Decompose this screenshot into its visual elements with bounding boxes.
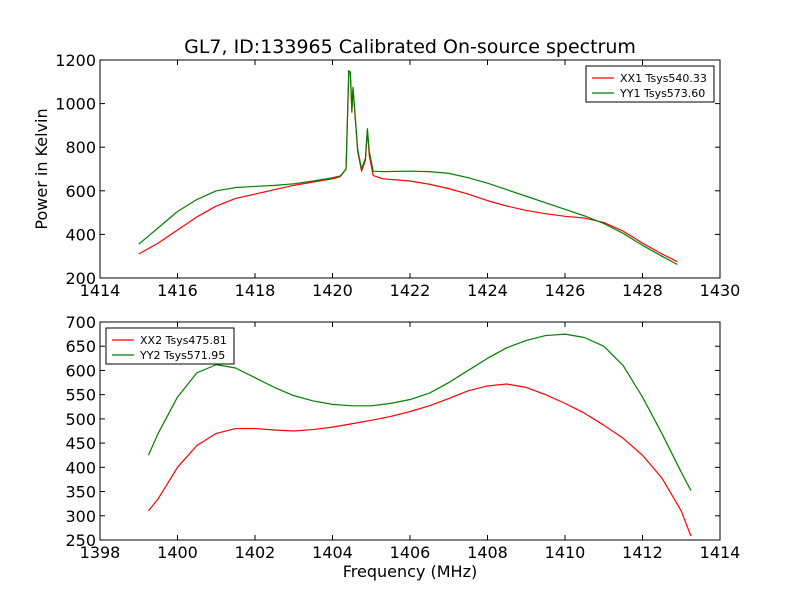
legend-bottom: XX2 Tsys475.81 YY2 Tsys571.95 [105, 327, 235, 365]
y-tick-label: 300 [65, 507, 96, 526]
y-tick-label: 600 [65, 361, 96, 380]
y-tick-label: 500 [65, 410, 96, 429]
legend-entry: XX1 Tsys540.33 [620, 72, 707, 85]
x-tick-label: 1426 [545, 281, 586, 300]
legend-box [585, 65, 715, 103]
y-tick-label: 400 [65, 458, 96, 477]
legend-box [105, 327, 235, 365]
y-tick-label: 350 [65, 483, 96, 502]
x-tick-label: 1400 [157, 543, 198, 562]
y-tick-label: 600 [65, 182, 96, 201]
y-tick-label: 200 [65, 269, 96, 288]
x-tick-label: 1420 [312, 281, 353, 300]
x-tick-label: 1428 [622, 281, 663, 300]
x-tick-label: 1414 [80, 281, 121, 300]
y-tick-label: 550 [65, 386, 96, 405]
series-line-top-1 [138, 70, 678, 263]
plot-bottom: 1398 1400 1402 1404 1406 1408 1410 1412 1414 250 3… [65, 313, 740, 562]
x-tick-label: 1416 [157, 281, 198, 300]
x-tick-label: 1430 [700, 281, 741, 300]
series-line-bottom-1 [147, 383, 692, 537]
series-line-top-2 [138, 70, 678, 266]
y-axis-label: Power in Kelvin [32, 108, 51, 229]
chart-title: GL7, ID:133965 Calibrated On-source spec… [184, 36, 636, 58]
x-tick-label: 1406 [390, 543, 431, 562]
y-tick-label: 650 [65, 337, 96, 356]
y-tick-label: 1000 [55, 95, 96, 114]
x-tick-label: 1422 [390, 281, 431, 300]
x-tick-label: 1410 [545, 543, 586, 562]
y-tick-label: 250 [65, 531, 96, 550]
y-tick-label: 800 [65, 138, 96, 157]
x-tick-label: 1424 [467, 281, 508, 300]
y-tick-label: 1200 [55, 51, 96, 70]
series-line-bottom-2 [147, 333, 692, 491]
legend-entry: YY1 Tsys573.60 [619, 87, 705, 100]
x-tick-label: 1412 [622, 543, 663, 562]
x-tick-label: 1418 [235, 281, 276, 300]
x-tick-label: 1398 [80, 543, 121, 562]
legend-top: XX1 Tsys540.33 YY1 Tsys573.60 [585, 65, 715, 103]
x-tick-label: 1414 [700, 543, 741, 562]
y-tick-label: 700 [65, 313, 96, 332]
legend-entry: XX2 Tsys475.81 [140, 334, 227, 347]
x-axis-label: Frequency (MHz) [343, 562, 477, 581]
legend-entry: YY2 Tsys571.95 [139, 349, 225, 362]
y-tick-label: 450 [65, 434, 96, 453]
x-tick-label: 1404 [312, 543, 353, 562]
plot-top: 1414 1416 1418 1420 1422 1424 1426 1428 1430 200 4… [55, 51, 740, 300]
y-tick-label: 400 [65, 225, 96, 244]
x-tick-label: 1402 [235, 543, 276, 562]
x-tick-label: 1408 [467, 543, 508, 562]
